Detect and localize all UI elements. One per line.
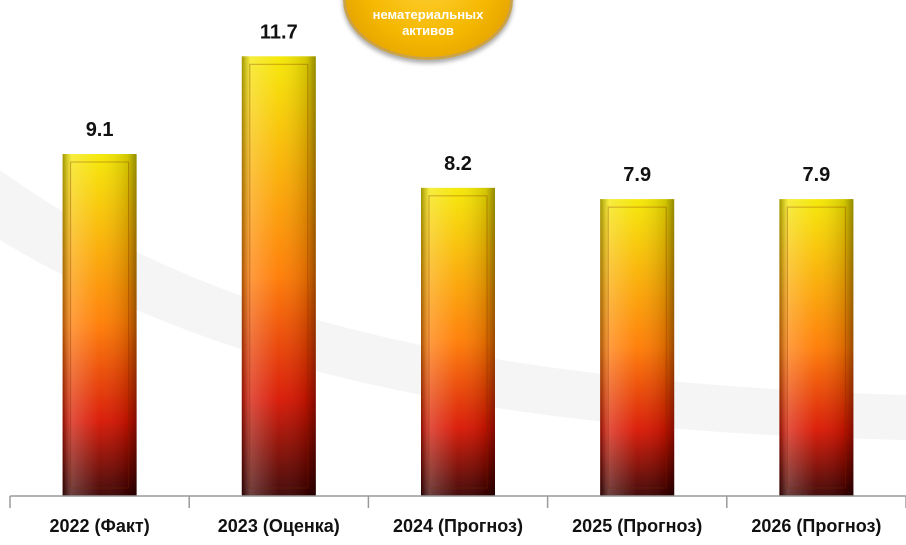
bar-bevel	[779, 199, 854, 496]
badge-line-1: нематериальных	[372, 7, 484, 22]
category-label-2: 2023 (Оценка)	[218, 516, 340, 536]
bar-inner-frame	[786, 206, 846, 489]
bar-bevel	[421, 187, 495, 496]
bar-inner-frame	[249, 63, 309, 489]
category-label-4: 2025 (Прогноз)	[572, 516, 702, 536]
category-label-1: 2022 (Факт)	[49, 516, 149, 536]
bar-bevel	[62, 154, 137, 497]
bar-inner-frame	[428, 195, 488, 489]
value-label-4: 7.9	[623, 164, 651, 186]
category-label-3: 2024 (Прогноз)	[393, 516, 523, 536]
bar-bevel	[241, 56, 316, 496]
bar-2	[241, 56, 316, 496]
bar-1	[62, 154, 137, 497]
bar-5	[779, 199, 854, 496]
bar-3	[421, 187, 495, 496]
bar-4	[600, 199, 675, 496]
bar-inner-frame	[607, 206, 667, 489]
bar-bevel	[600, 199, 675, 496]
value-label-1: 9.1	[86, 119, 114, 141]
category-label-5: 2026 (Прогноз)	[751, 516, 881, 536]
bar-inner-frame	[70, 161, 130, 489]
value-label-5: 7.9	[802, 164, 830, 186]
value-label-2: 11.7	[260, 21, 298, 43]
badge-line-2: активов	[402, 23, 454, 38]
value-label-3: 8.2	[444, 153, 472, 175]
